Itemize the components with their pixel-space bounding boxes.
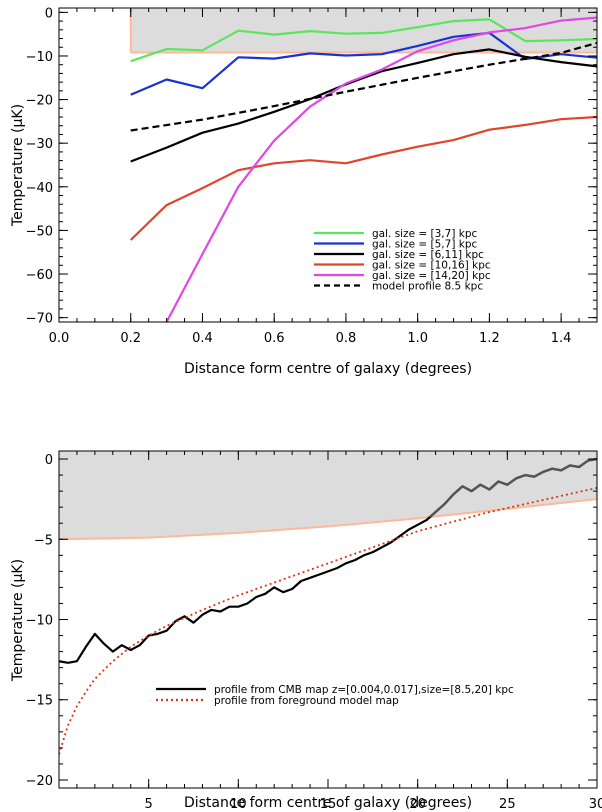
y-tick-label: −30 [26, 137, 53, 152]
x-tick-label: 20 [409, 797, 426, 812]
y-tick-label: −70 [26, 312, 53, 327]
x-tick-label: 1.2 [479, 331, 500, 346]
x-tick-label: 0.6 [264, 331, 285, 346]
x-tick-label: 25 [499, 797, 516, 812]
x-tick-label: 5 [145, 797, 153, 812]
y-tick-label: −40 [26, 181, 53, 196]
series-line-2 [59, 487, 597, 755]
x-tick-label: 15 [320, 797, 337, 812]
shaded-region [59, 451, 597, 540]
y-tick-label: −5 [34, 533, 53, 548]
x-tick-label: 1.4 [551, 331, 572, 346]
chart-bottom: 5 10 15 20 25 30 0 −5 −10 −15 −20 Distance form ce… [10, 450, 602, 812]
y-tick-label: −20 [26, 94, 53, 109]
x-axis-title-bottom: Distance form centre of galaxy (degrees) [184, 795, 472, 811]
y-tick-label: −20 [26, 774, 53, 789]
legend-bottom: profile from CMB map z=[0.004,0.017],siz… [156, 684, 514, 707]
series-line-1 [130, 18, 597, 63]
y-tick-label: 0 [45, 6, 53, 21]
x-tick-label: 0.4 [192, 331, 213, 346]
y-tick-label: −60 [26, 268, 53, 283]
shaded-region-edge [58, 498, 598, 541]
y-tick-label: −50 [26, 224, 53, 239]
legend-label: gal. size = [6,11] kpc [372, 249, 484, 261]
x-tick-label: 30 [589, 797, 602, 812]
y-tick-label: −10 [26, 50, 53, 65]
series-line-6 [130, 41, 597, 132]
series-line-1-shaded [59, 457, 597, 540]
x-tick-label: 10 [230, 797, 247, 812]
y-axis-title-bottom: Temperature (μK) [10, 559, 26, 682]
x-tick-label: 0.0 [49, 331, 70, 346]
legend-label: gal. size = [3,7] kpc [372, 228, 477, 240]
legend-label: profile from CMB map z=[0.004,0.017],siz… [214, 684, 514, 696]
x-tick-label: 1.0 [407, 331, 428, 346]
y-tick-label: 0 [45, 453, 53, 468]
legend-label: gal. size = [10,16] kpc [372, 260, 491, 272]
legend-label: gal. size = [14,20] kpc [372, 270, 491, 282]
chart-top: 0.0 0.2 0.4 0.6 0.8 1.0 1.2 1.4 0 −10 −20 −30 −40 −50… [10, 6, 598, 377]
x-axis-title-top: Distance form centre of galaxy (degrees) [184, 361, 472, 377]
series-line-5 [165, 16, 597, 322]
legend-label: model profile 8.5 kpc [372, 281, 483, 293]
shaded-region [130, 8, 597, 53]
series-line-3 [130, 48, 597, 163]
y-tick-label: −15 [26, 694, 53, 709]
series-line-4 [129, 115, 597, 241]
x-tick-label: 0.8 [336, 331, 357, 346]
legend-label: gal. size = [5,7] kpc [372, 239, 477, 251]
x-tick-label: 0.2 [120, 331, 141, 346]
y-axis-title-top: Temperature (μK) [10, 104, 26, 227]
legend-label: profile from foreground model map [214, 695, 399, 707]
y-tick-label: −10 [26, 614, 53, 629]
